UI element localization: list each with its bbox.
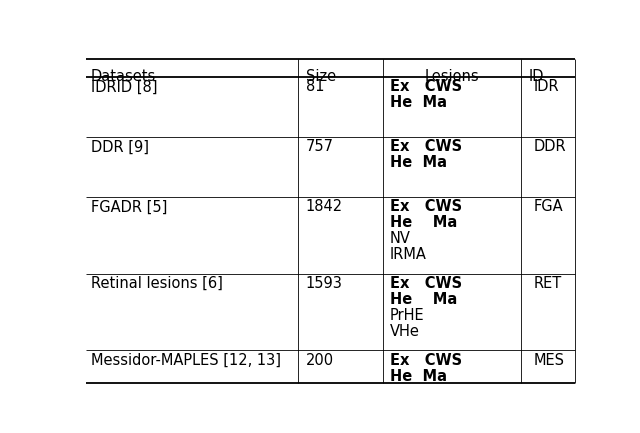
Text: IRMA: IRMA [390,247,427,262]
Text: FGA: FGA [534,199,563,214]
Text: He    Ma: He Ma [390,292,457,307]
Text: Ex   CWS: Ex CWS [390,353,462,368]
Text: ID: ID [529,69,545,84]
Text: DDR: DDR [534,139,566,154]
Text: FGADR [5]: FGADR [5] [91,199,167,214]
Text: Retinal lesions [6]: Retinal lesions [6] [91,276,223,291]
Text: Messidor-MAPLES [12, 13]: Messidor-MAPLES [12, 13] [91,353,281,368]
Text: Lesions: Lesions [425,69,479,84]
Text: IDR: IDR [534,79,559,94]
Text: He  Ma: He Ma [390,155,447,170]
Text: 757: 757 [306,139,333,154]
Text: 81: 81 [306,79,324,94]
Text: He    Ma: He Ma [390,215,457,230]
Text: He  Ma: He Ma [390,95,447,110]
Text: Ex   CWS: Ex CWS [390,199,462,214]
Text: 1593: 1593 [306,276,342,291]
Text: PrHE: PrHE [390,308,424,323]
Text: Ex   CWS: Ex CWS [390,79,462,94]
Text: DDR [9]: DDR [9] [91,139,149,154]
Text: He  Ma: He Ma [390,369,447,384]
Text: Ex   CWS: Ex CWS [390,139,462,154]
Text: 1842: 1842 [306,199,343,214]
Text: IDRID [8]: IDRID [8] [91,79,157,94]
Text: MES: MES [534,353,565,368]
Text: 200: 200 [306,353,334,368]
Text: VHe: VHe [390,324,420,339]
Text: Ex   CWS: Ex CWS [390,276,462,291]
Text: NV: NV [390,231,411,246]
Text: Datasets: Datasets [91,69,156,84]
Text: RET: RET [534,276,562,291]
Text: Size: Size [306,69,336,84]
